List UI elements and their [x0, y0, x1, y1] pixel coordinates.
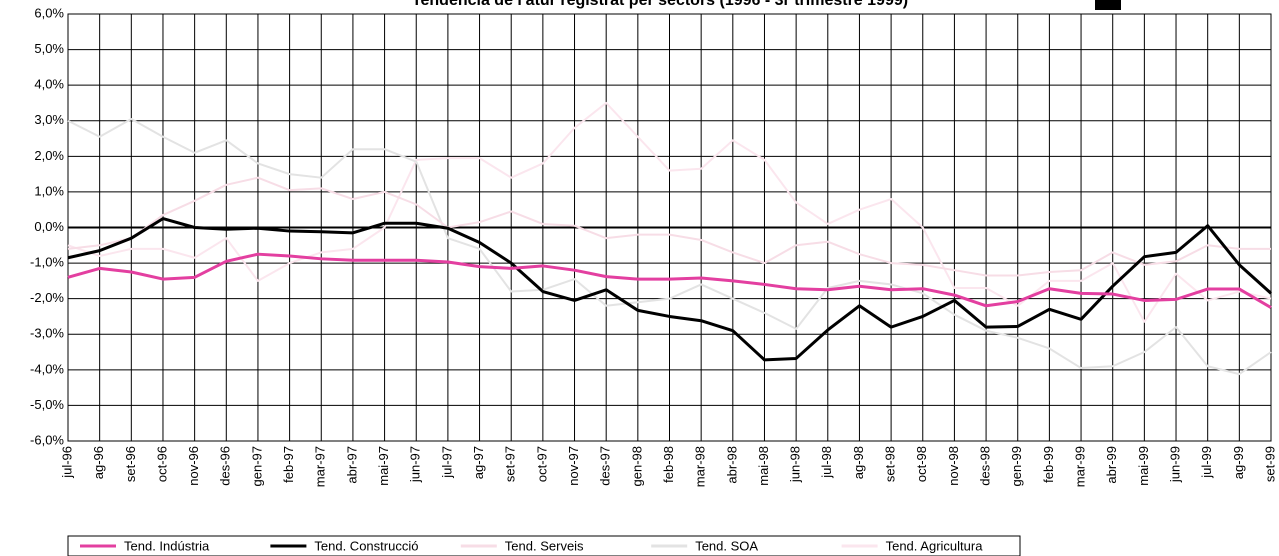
y-tick-label: -2,0% — [30, 290, 64, 305]
x-tick-label: des-96 — [218, 446, 233, 486]
x-tick-label: oct-98 — [914, 446, 929, 482]
legend-label: Tend. Construcció — [314, 538, 418, 553]
x-tick-label: feb-99 — [1041, 446, 1056, 483]
x-tick-label: gen-97 — [249, 446, 264, 486]
x-tick-label: ag-97 — [471, 446, 486, 479]
y-tick-label: -4,0% — [30, 361, 64, 376]
y-tick-label: 4,0% — [34, 77, 64, 92]
x-tick-label: abr-97 — [344, 446, 359, 484]
x-tick-label: ag-99 — [1231, 446, 1246, 479]
x-tick-label: feb-98 — [661, 446, 676, 483]
series-line — [67, 176, 1271, 277]
x-tick-label: gen-98 — [629, 446, 644, 486]
series-line — [67, 217, 1273, 362]
y-tick-label: 5,0% — [34, 41, 64, 56]
x-tick-label: jun-98 — [788, 446, 803, 483]
x-tick-label: nov-97 — [566, 446, 581, 486]
x-tick-label: jul-98 — [819, 446, 834, 479]
x-tick-label: jun-97 — [408, 446, 423, 483]
y-tick-label: -1,0% — [30, 255, 64, 270]
x-tick-label: ag-98 — [851, 446, 866, 479]
x-tick-label: des-98 — [978, 446, 993, 486]
x-tick-label: set-97 — [503, 446, 518, 482]
x-tick-label: jul-99 — [1199, 446, 1214, 479]
series-line — [67, 252, 1272, 309]
y-tick-label: 0,0% — [34, 219, 64, 234]
y-tick-label: 1,0% — [34, 183, 64, 198]
y-tick-label: 6,0% — [34, 5, 64, 20]
x-tick-label: nov-96 — [186, 446, 201, 486]
y-tick-label: 3,0% — [34, 112, 64, 127]
x-tick-label: set-99 — [1262, 446, 1277, 482]
x-tick-label: abr-99 — [1104, 446, 1119, 484]
legend-label: Tend. Serveis — [505, 538, 584, 553]
x-tick-label: ag-96 — [91, 446, 106, 479]
x-tick-label: feb-97 — [281, 446, 296, 483]
series-line — [67, 101, 1272, 323]
x-tick-label: gen-99 — [1009, 446, 1024, 486]
y-tick-label: 2,0% — [34, 148, 64, 163]
x-tick-label: mar-98 — [693, 446, 708, 487]
x-tick-label: jun-99 — [1167, 446, 1182, 483]
legend-label: Tend. Indústria — [124, 538, 210, 553]
x-tick-label: jul-96 — [59, 446, 74, 479]
x-tick-label: set-98 — [883, 446, 898, 482]
legend-label: Tend. SOA — [695, 538, 758, 553]
x-tick-label: nov-98 — [946, 446, 961, 486]
legend-box — [67, 535, 1021, 556]
y-tick-label: -3,0% — [30, 326, 64, 341]
legend-label: Tend. Agricultura — [886, 538, 984, 553]
x-tick-label: mar-99 — [1072, 446, 1087, 487]
x-tick-label: set-96 — [123, 446, 138, 482]
title-box — [1095, 0, 1121, 10]
y-tick-label: -5,0% — [30, 397, 64, 412]
x-tick-label: abr-98 — [724, 446, 739, 484]
series-line — [67, 117, 1272, 376]
x-tick-label: mai-99 — [1136, 446, 1151, 486]
chart-title: Tendència de l'atur registrat per sector… — [412, 0, 908, 9]
y-tick-label: -6,0% — [30, 432, 64, 447]
x-tick-label: des-97 — [598, 446, 613, 486]
x-tick-label: mai-97 — [376, 446, 391, 486]
x-tick-label: oct-97 — [534, 446, 549, 482]
x-tick-label: jul-97 — [439, 446, 454, 479]
x-tick-label: mar-97 — [313, 446, 328, 487]
x-tick-label: oct-96 — [154, 446, 169, 482]
x-tick-label: mai-98 — [756, 446, 771, 486]
